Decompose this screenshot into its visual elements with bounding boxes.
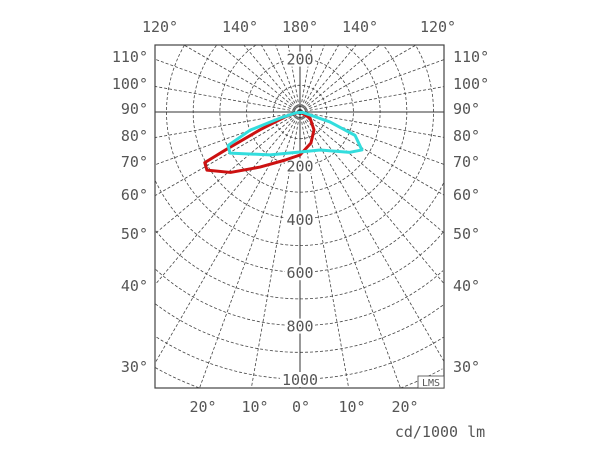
right-angle-label: 80° [453,127,480,145]
left-angle-label: 60° [121,186,148,204]
grid-ring [246,58,354,166]
grid-spoke [155,111,301,234]
grid-spoke [219,45,301,113]
top-angle-label: 120° [420,18,456,36]
left-angle-label: 80° [121,127,148,145]
grid-spoke [299,111,350,388]
bottom-angle-label: 10° [338,398,365,416]
grid-ring [155,303,444,353]
grid-spoke [299,111,401,388]
right-angle-label: 70° [453,153,480,171]
series-curve-0 [203,110,316,174]
right-angle-label: 90° [453,100,480,118]
grid-spoke [299,111,444,362]
series-curve-1 [226,110,364,157]
grid-spoke [299,86,444,113]
grid-ring [155,367,443,388]
grid-spoke [275,45,301,113]
grid-ring [155,180,444,273]
lms-logo: LMS [417,375,445,389]
bottom-angle-label: 20° [189,398,216,416]
grid-spoke [299,45,357,113]
radial-tick-labels: 200 200 400 600 800 1000 [280,51,320,389]
grid-spoke [299,45,417,113]
bottom-angle-label: 20° [391,398,418,416]
radial-tick-label: 1000 [282,371,318,389]
top-angle-label: 180° [282,18,318,36]
grid-ring [156,336,444,380]
left-angle-label: 40° [121,277,148,295]
grid-spoke [299,45,381,113]
grid-spoke [299,45,340,113]
grid-spoke [299,111,444,196]
left-angle-label: 90° [121,100,148,118]
radial-tick-label: 200 [286,157,313,175]
grid-ring [166,45,434,246]
grid-spoke [299,111,444,138]
series-curves [203,110,364,174]
grid-spoke [155,58,301,113]
grid-spoke [183,45,301,113]
left-angle-label: 70° [121,153,148,171]
right-angle-label: 100° [453,75,489,93]
grid-spoke [155,111,301,197]
grid-spoke [155,111,301,286]
grid-spoke [260,45,301,113]
right-angle-label: 30° [453,358,480,376]
grid-spoke [299,45,325,113]
grid-spoke [299,59,444,113]
right-angle-label: 110° [453,48,489,66]
grid-spoke [155,111,301,138]
bottom-angle-label: 0° [292,398,310,416]
grid-spoke [199,111,301,388]
grid [155,45,444,388]
grid-spoke [155,111,301,364]
radial-tick-label: 600 [286,264,313,282]
top-angle-label: 140° [222,18,258,36]
right-angle-label: 50° [453,225,480,243]
grid-spoke [299,111,444,284]
left-angle-label: 110° [112,48,148,66]
grid-ring [155,230,444,300]
right-angle-label: 40° [453,277,480,295]
plot-frame [154,44,445,389]
radial-tick-label: 400 [286,211,313,229]
radial-tick-label: 800 [286,318,313,336]
top-angle-label: 120° [142,18,178,36]
radial-tick-label: 200 [286,51,313,69]
bottom-angle-label: 10° [241,398,268,416]
logo-text: LMS [422,378,440,389]
top-angle-label: 140° [342,18,378,36]
unit-label: cd/1000 lm [395,423,485,441]
left-angle-label: 50° [121,225,148,243]
left-angle-label: 100° [112,75,148,93]
grid-spoke [155,86,301,113]
grid-spoke [299,111,444,234]
right-angle-label: 60° [453,186,480,204]
grid-ring [219,45,381,193]
angle-labels: 110° 100° 90° 80° 70° 60° 50° 40° 30° 110° 100° 90°… [112,18,489,416]
left-angle-label: 30° [121,358,148,376]
grid-ring [155,269,444,326]
grid-spoke [243,45,301,113]
